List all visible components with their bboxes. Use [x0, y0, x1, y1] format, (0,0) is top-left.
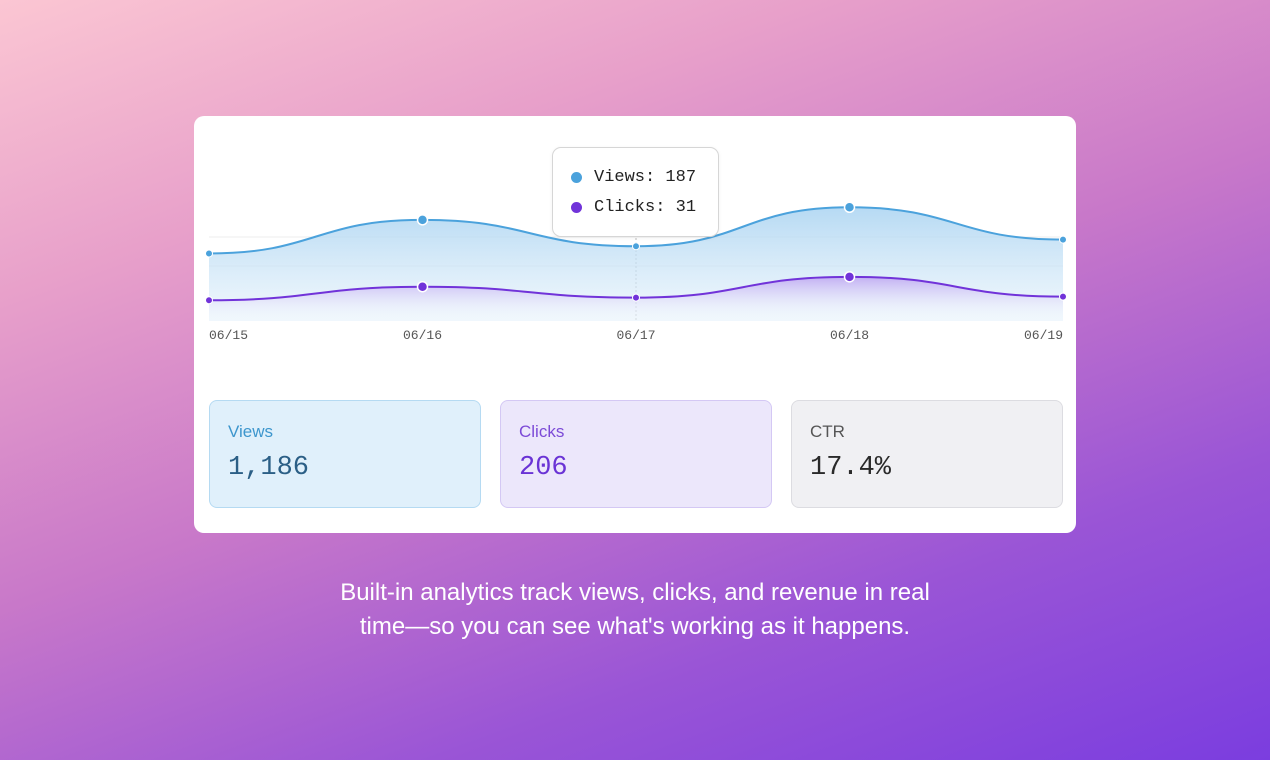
views-point-06/15[interactable] [205, 249, 213, 258]
caption-line-2: time—so you can see what's working as it… [359, 613, 911, 640]
views-point-06/17[interactable] [632, 242, 640, 251]
x-tick-label: 06/17 [616, 328, 655, 343]
ctr-stat-value: 17.4% [810, 453, 892, 483]
views-point-06/19[interactable] [1059, 235, 1067, 244]
x-tick-label: 06/15 [209, 328, 248, 343]
clicks-point-06/17[interactable] [632, 293, 640, 302]
tooltip-clicks-label: Clicks: 31 [594, 198, 697, 217]
caption-text: Built-in analytics track views, clicks, … [235, 576, 1035, 644]
clicks-point-06/15[interactable] [205, 296, 213, 305]
clicks-point-06/16[interactable] [416, 280, 429, 293]
tooltip-views-row: Views: 187 [571, 168, 696, 187]
x-tick-label: 06/16 [403, 328, 442, 343]
caption-line-1: Built-in analytics track views, clicks, … [340, 579, 930, 606]
area-chart: 06/15 06/16 06/17 06/18 06/19 [205, 201, 1067, 343]
views-stat-label: Views [228, 422, 274, 441]
views-dot-icon [571, 172, 582, 183]
tooltip-views-label: Views: 187 [594, 168, 697, 187]
ctr-stat-label: CTR [810, 422, 845, 441]
clicks-stat-label: Clicks [519, 422, 565, 441]
views-point-06/18[interactable] [843, 201, 856, 214]
tooltip-clicks-row: Clicks: 31 [571, 198, 696, 217]
clicks-stat-card: Clicks 206 [500, 400, 772, 508]
clicks-dot-icon [571, 202, 582, 213]
clicks-stat-value: 206 [519, 453, 568, 483]
views-stat-card: Views 1,186 [209, 400, 481, 508]
x-tick-label: 06/18 [830, 328, 869, 343]
views-point-06/16[interactable] [416, 214, 429, 226]
clicks-point-06/19[interactable] [1059, 292, 1067, 301]
views-stat-value: 1,186 [228, 453, 310, 483]
clicks-point-06/18[interactable] [843, 271, 856, 283]
chart-tooltip: Views: 187 Clicks: 31 [552, 147, 719, 237]
ctr-stat-card: CTR 17.4% [791, 400, 1063, 508]
x-tick-label: 06/19 [1024, 328, 1063, 343]
analytics-card: 06/15 06/16 06/17 06/18 06/19 Views: 187 Cli… [194, 116, 1076, 533]
